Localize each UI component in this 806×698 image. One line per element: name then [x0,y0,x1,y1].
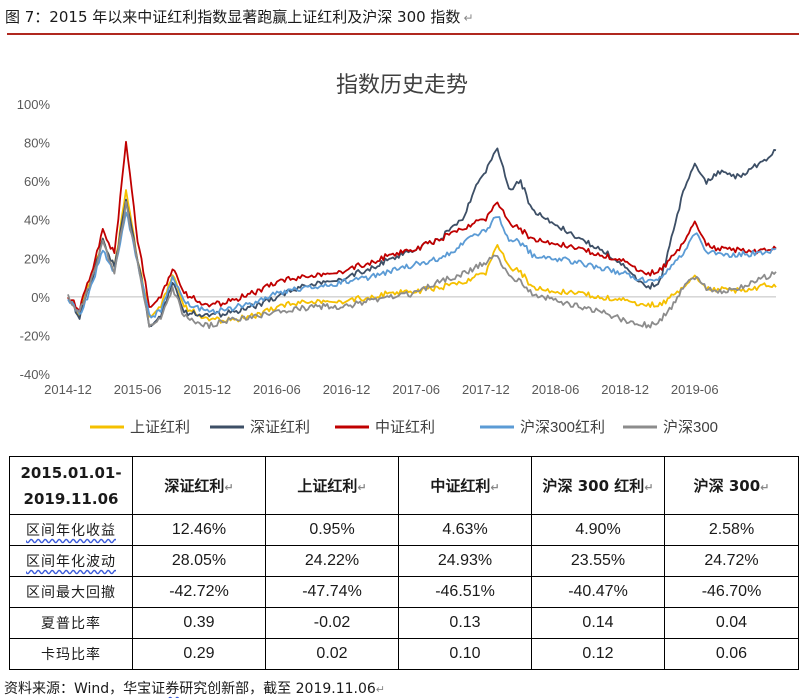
x-tick-label: 2016-06 [253,382,301,397]
x-axis: 2014-12 2015-06 2015-12 2016-06 2016-12 2017-… [44,382,718,397]
column-header: 沪深 300↵ [664,456,799,515]
source-text-tail: 研究创新部，截至 2019.11.06 [179,681,376,697]
table-cell: 0.29 [132,638,266,670]
period-end: 2019.11.06 [23,489,119,508]
table-cell: -40.47% [531,576,665,608]
x-tick-label: 2019-06 [671,382,719,397]
x-tick-label: 2018-12 [601,382,649,397]
title-rule [7,33,799,35]
return-mark-icon: ↵ [224,481,234,494]
series-line [67,200,777,329]
legend: 上证红利 深证红利 中证红利 沪深300红利 沪深300 [90,419,718,436]
legend-label: 上证红利 [130,419,190,436]
table-cell: -47.74% [265,576,399,608]
y-axis: 100% 80% 60% 40% 20% 0% -20% -40% [17,97,776,382]
series-line [67,211,777,319]
x-tick-label: 2016-12 [323,382,371,397]
y-tick-label: 60% [24,174,50,189]
table-cell: -0.02 [265,607,399,639]
column-header-label: 上证红利 [297,477,358,495]
column-header: 沪深 300 红利↵ [531,456,665,515]
series-line [67,147,777,328]
table-cell: 0.06 [664,638,799,670]
table-cell: 2.58% [664,514,799,546]
table-header-row: 2015.01.01- 2019.11.06 深证红利↵ 上证红利↵ 中证红利↵… [9,456,799,515]
y-tick-label: 0% [31,290,50,305]
source-note: 资料来源：Wind，华宝证券研究创新部，截至 2019.11.06↵ [4,678,385,698]
x-tick-label: 2017-12 [462,382,510,397]
y-tick-label: 20% [24,251,50,266]
table-cell: 0.02 [265,638,399,670]
return-mark-icon: ↵ [357,481,367,494]
column-header-label: 深证红利 [164,477,225,495]
table-cell: 4.90% [531,514,665,546]
table-row: 区间年化波动 28.05% 24.22% 24.93% 23.55% 24.72… [9,545,799,577]
table-cell: 0.39 [132,607,266,639]
row-label: 卡玛比率 [9,638,133,670]
y-tick-label: 100% [17,97,51,112]
plot-area [67,140,777,329]
column-header-label: 沪深 300 [693,477,761,495]
table-cell: 0.13 [398,607,532,639]
table-cell: 28.05% [132,545,266,577]
row-label: 区间年化波动 [9,545,133,577]
table-cell: 0.04 [664,607,799,639]
x-tick-label: 2017-06 [392,382,440,397]
column-header: 中证红利↵ [398,456,532,515]
table-row: 区间最大回撤 -42.72% -47.74% -46.51% -40.47% -… [9,576,799,608]
column-header-label: 中证红利 [430,477,491,495]
x-tick-label: 2018-06 [532,382,580,397]
table-cell: -46.70% [664,576,799,608]
table-row: 卡玛比率 0.29 0.02 0.10 0.12 0.06 [9,638,799,670]
table-cell: 4.63% [398,514,532,546]
figure-title-text: 图 7：2015 年以来中证红利指数显著跑赢上证红利及沪深 300 指数 [5,8,461,26]
series-line [67,140,777,313]
return-mark-icon: ↵ [760,481,770,494]
y-tick-label: 80% [24,136,50,151]
table-row: 夏普比率 0.39 -0.02 0.13 0.14 0.04 [9,607,799,639]
return-mark-icon: ↵ [644,481,654,494]
column-header: 深证红利↵ [132,456,266,515]
table-cell: 0.95% [265,514,399,546]
legend-label: 深证红利 [250,419,310,436]
series-line [67,189,777,324]
table-cell: 12.46% [132,514,266,546]
chart-title: 指数历史走势 [336,72,468,97]
table-row: 区间年化收益 12.46% 0.95% 4.63% 4.90% 2.58% [9,514,799,546]
source-text-flagged: 券 [165,681,180,697]
x-tick-label: 2015-12 [183,382,231,397]
period-start: 2015.01.01- [20,463,122,482]
legend-label: 沪深300 [663,419,718,436]
y-tick-label: -40% [20,367,51,382]
column-header-label: 沪深 300 红利 [542,477,645,495]
table-cell: 23.55% [531,545,665,577]
table-cell: 0.10 [398,638,532,670]
return-mark-icon: ↵ [490,481,500,494]
row-label: 区间最大回撤 [9,576,133,608]
legend-label: 沪深300红利 [520,419,605,436]
x-tick-label: 2015-06 [114,382,162,397]
x-tick-label: 2014-12 [44,382,92,397]
table-cell: -42.72% [132,576,266,608]
chart-canvas: 指数历史走势 100% 80% 60% 40% 20% 0% -20% -40% 2014-1… [17,72,777,436]
source-text: 资料来源：Wind，华宝证 [4,681,166,697]
row-label: 夏普比率 [9,607,133,639]
table-cell: -46.51% [398,576,532,608]
statistics-table: 2015.01.01- 2019.11.06 深证红利↵ 上证红利↵ 中证红利↵… [9,456,799,670]
y-tick-label: 40% [24,213,50,228]
legend-label: 中证红利 [375,419,435,436]
table-cell: 0.12 [531,638,665,670]
return-mark-icon: ↵ [375,683,386,696]
period-header: 2015.01.01- 2019.11.06 [9,456,133,515]
return-mark-icon: ↵ [463,11,474,25]
row-label: 区间年化收益 [9,514,133,546]
table-cell: 0.14 [531,607,665,639]
table-cell: 24.22% [265,545,399,577]
y-tick-label: -20% [20,328,51,343]
line-chart: 指数历史走势 100% 80% 60% 40% 20% 0% -20% -40% 2014-1… [0,60,806,455]
column-header: 上证红利↵ [265,456,399,515]
table-cell: 24.72% [664,545,799,577]
figure-title: 图 7：2015 年以来中证红利指数显著跑赢上证红利及沪深 300 指数 ↵ [5,4,474,30]
table-cell: 24.93% [398,545,532,577]
